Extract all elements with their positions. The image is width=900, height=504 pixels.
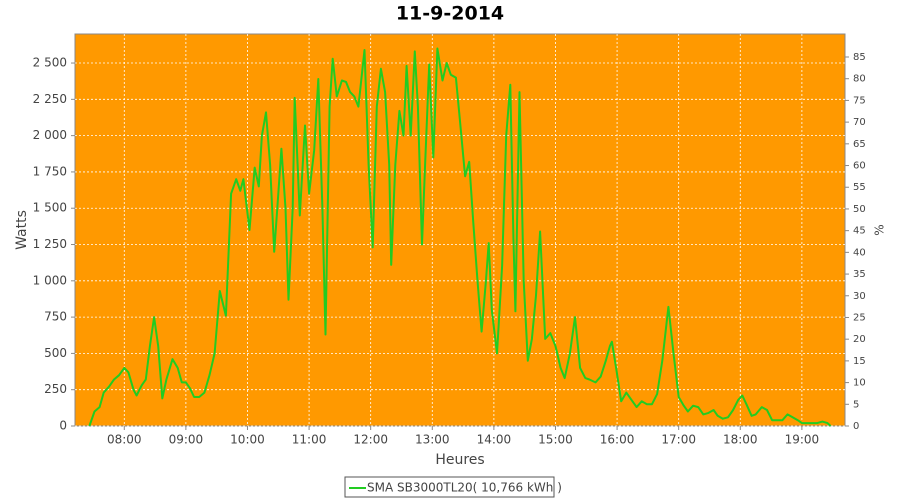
y-tick-label: 2 500 — [33, 56, 67, 70]
y-tick-label: 2 250 — [33, 92, 67, 106]
y2-tick-label: 25 — [853, 312, 866, 323]
y2-tick-label: 80 — [853, 74, 866, 85]
y-tick-label: 250 — [44, 382, 67, 396]
y2-tick-label: 0 — [853, 421, 859, 432]
y-tick-label: 750 — [44, 310, 67, 324]
chart-title: 11-9-2014 — [396, 3, 504, 25]
y-tick-label: 1 000 — [33, 273, 67, 287]
y2-tick-label: 10 — [853, 378, 866, 389]
y-tick-label: 0 — [59, 419, 67, 433]
y2-tick-label: 50 — [853, 204, 866, 215]
x-tick-label: 13:00 — [415, 433, 450, 447]
y2-tick-label: 75 — [853, 95, 866, 106]
x-tick-label: 09:00 — [169, 433, 204, 447]
plot-area — [74, 33, 846, 427]
x-tick-label: 11:00 — [292, 433, 327, 447]
x-tick-label: 17:00 — [661, 433, 696, 447]
legend-label: SMA SB3000TL20( 10,766 kWh ) — [367, 481, 562, 495]
data-line — [88, 47, 832, 427]
y2-tick-label: 5 — [853, 399, 859, 410]
y-tick-label: 2 000 — [33, 128, 67, 142]
x-tick-label: 19:00 — [785, 433, 820, 447]
x-tick-label: 10:00 — [230, 433, 265, 447]
y2-tick-label: 65 — [853, 139, 866, 150]
legend — [344, 476, 555, 498]
y-tick-label: 1 500 — [33, 201, 67, 215]
y2-tick-label: 70 — [853, 117, 866, 128]
y2-tick-label: 85 — [853, 52, 866, 63]
y2-tick-label: 35 — [853, 269, 866, 280]
y2-tick-label: 30 — [853, 291, 866, 302]
y-tick-label: 500 — [44, 346, 67, 360]
y2-axis-label: % — [873, 224, 887, 235]
x-tick-label: 15:00 — [538, 433, 573, 447]
y2-tick-label: 40 — [853, 247, 866, 258]
y2-tick-label: 55 — [853, 182, 866, 193]
x-tick-label: 08:00 — [107, 433, 142, 447]
x-tick-label: 18:00 — [723, 433, 758, 447]
y-tick-label: 1 250 — [33, 237, 67, 251]
y2-tick-label: 15 — [853, 356, 866, 367]
x-tick-label: 14:00 — [477, 433, 512, 447]
x-tick-label: 16:00 — [600, 433, 635, 447]
y2-tick-label: 45 — [853, 226, 866, 237]
y2-tick-label: 60 — [853, 161, 866, 172]
y2-tick-label: 20 — [853, 334, 866, 345]
y-axis-label: Watts — [14, 210, 30, 250]
x-axis-label: Heures — [435, 452, 484, 468]
y-tick-label: 1 750 — [33, 164, 67, 178]
x-tick-label: 12:00 — [353, 433, 388, 447]
